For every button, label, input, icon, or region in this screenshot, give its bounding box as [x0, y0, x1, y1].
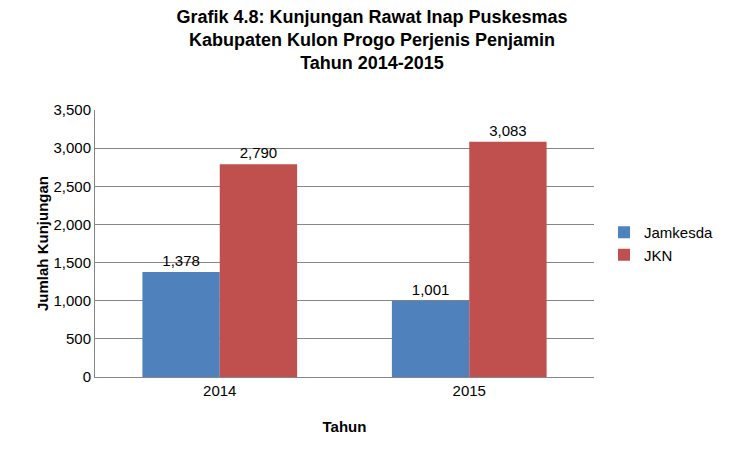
svg-text:3,000: 3,000: [53, 139, 91, 156]
svg-text:1,001: 1,001: [412, 281, 450, 298]
svg-text:500: 500: [66, 330, 91, 347]
svg-text:2,790: 2,790: [240, 144, 278, 161]
svg-text:2014: 2014: [203, 382, 236, 399]
svg-text:Jamkesda: Jamkesda: [644, 224, 713, 241]
svg-text:1,378: 1,378: [162, 252, 200, 269]
svg-text:3,083: 3,083: [489, 122, 527, 139]
svg-text:1,000: 1,000: [53, 292, 91, 309]
svg-text:Jumlah Kunjungan: Jumlah Kunjungan: [34, 176, 51, 311]
svg-text:2,500: 2,500: [53, 178, 91, 195]
svg-text:Grafik 4.8: Kunjungan Rawat In: Grafik 4.8: Kunjungan Rawat Inap Puskesm…: [176, 7, 567, 74]
svg-text:Tahun: Tahun: [323, 418, 367, 435]
svg-text:0: 0: [83, 368, 91, 385]
svg-text:JKN: JKN: [644, 247, 672, 264]
svg-text:1,500: 1,500: [53, 254, 91, 271]
svg-text:2015: 2015: [453, 382, 486, 399]
svg-text:3,500: 3,500: [53, 101, 91, 118]
svg-text:2,000: 2,000: [53, 216, 91, 233]
